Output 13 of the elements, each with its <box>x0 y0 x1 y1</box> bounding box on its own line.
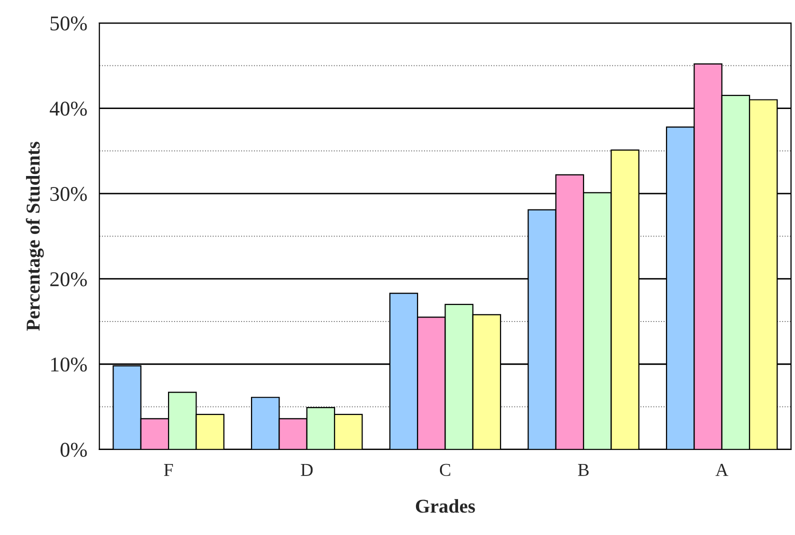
x-tick-label: B <box>578 464 589 476</box>
x-tick-label: F <box>164 464 173 476</box>
y-tick-label: 40% <box>50 102 87 116</box>
y-tick-label: 50% <box>50 16 87 31</box>
x-axis-title: Grades <box>416 499 475 513</box>
y-tick-label: 30% <box>50 186 87 202</box>
y-tick-label: 20% <box>50 272 87 286</box>
y-tick-label: 10% <box>51 357 87 372</box>
x-tick-label: C <box>440 464 450 476</box>
y-axis-title: Percentage of Students <box>26 142 44 331</box>
x-tick-label: D <box>300 464 313 476</box>
x-tick-label: A <box>716 464 728 476</box>
y-tick-label: 0% <box>60 442 87 457</box>
